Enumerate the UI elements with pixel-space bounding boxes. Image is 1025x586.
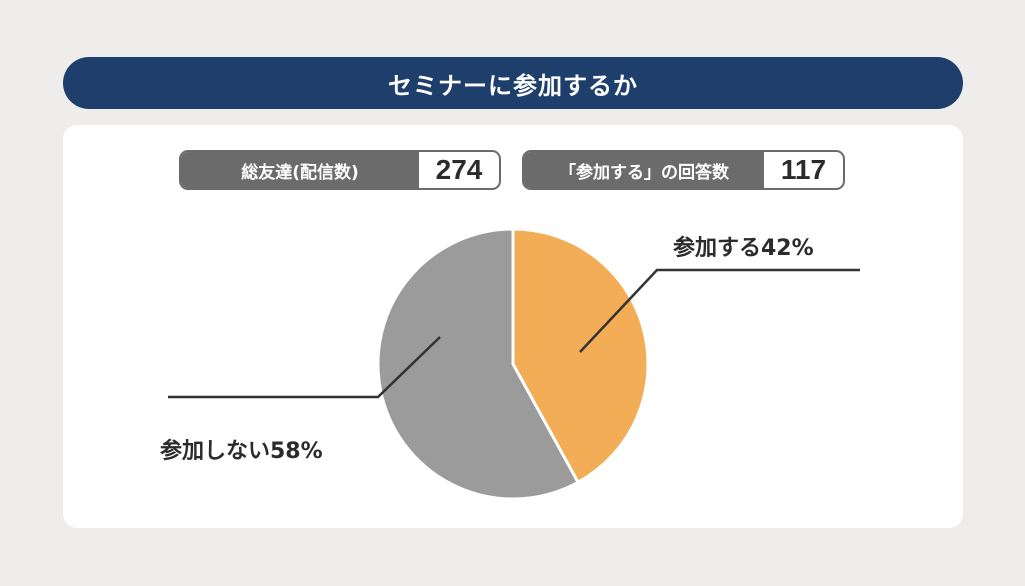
total-friends-label: 総友達(配信数): [181, 152, 419, 188]
pie-slice-not-attend: [376, 227, 581, 501]
total-friends-value: 274: [435, 154, 483, 185]
title-bar: セミナーに参加するか: [63, 57, 963, 109]
slice-label-not-attend: 参加しない58%: [160, 438, 323, 464]
slice-label-attend: 参加する42%: [673, 235, 814, 261]
page-title: セミナーに参加するか: [388, 71, 638, 100]
attend-count-stat: 「参加する」の回答数 117: [522, 150, 845, 190]
total-friends-stat: 総友達(配信数) 274: [179, 150, 501, 190]
leader-line-attend: [579, 268, 860, 353]
attend-count-label: 「参加する」の回答数: [524, 152, 764, 188]
attend-count-value: 117: [780, 154, 827, 185]
leader-line-not-attend: [168, 336, 441, 399]
pie-slice-attend: [511, 227, 650, 485]
